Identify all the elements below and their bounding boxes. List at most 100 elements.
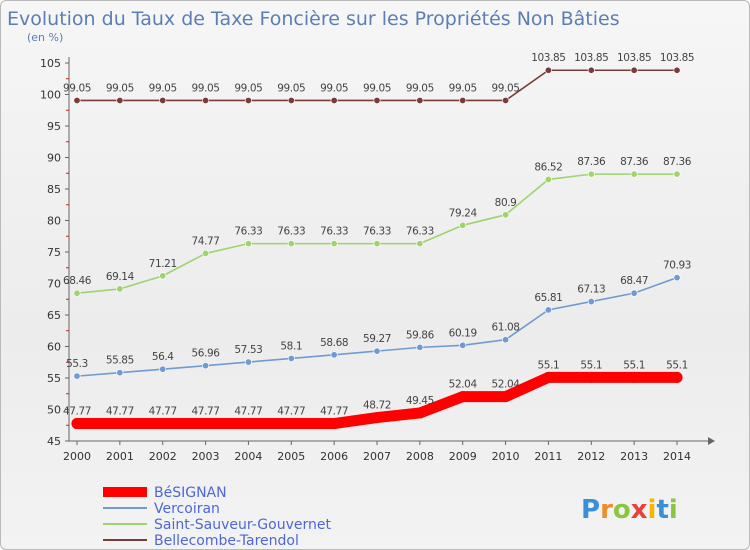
x-axis-arrow: [708, 437, 715, 445]
series-1-point: [159, 365, 167, 373]
series-3-data-label: 103.85: [617, 52, 651, 64]
series-2-point: [244, 240, 252, 248]
series-0-data-label: 48.72: [363, 400, 391, 412]
data-labels-layer: 99.05 99.05 99.05 99.05 99.05 99.05 99.05 99.05…: [63, 52, 695, 418]
series-3-point: [459, 96, 467, 104]
series-3-point: [244, 96, 252, 104]
series-1-point: [202, 362, 210, 370]
x-tick-label: 2008: [406, 450, 434, 463]
y-tick-label: 85: [47, 183, 61, 196]
series-1-data-label: 55.85: [106, 355, 134, 367]
series-2-point: [330, 240, 338, 248]
series-1-data-label: 55.3: [66, 358, 88, 370]
series-3-data-label: 99.05: [149, 82, 177, 94]
series-3-point: [73, 96, 81, 104]
series-0-point: [200, 418, 212, 430]
series-layer: [71, 66, 683, 430]
series-2-data-label: 76.33: [406, 226, 434, 238]
legend-label-3: Bellecombe-Tarendol: [154, 533, 299, 549]
series-1-data-label: 56.96: [192, 348, 221, 360]
y-tick-label: 45: [47, 435, 61, 448]
series-0-point: [671, 371, 683, 383]
series-0-point: [585, 371, 597, 383]
series-1-point: [544, 306, 552, 314]
logo-letter: x: [631, 495, 648, 525]
x-tick-label: 2010: [492, 450, 520, 463]
x-tick-label: 2014: [663, 450, 691, 463]
series-1-data-label: 56.4: [152, 351, 174, 363]
series-2-point: [416, 240, 424, 248]
series-1-point: [502, 336, 510, 344]
series-0-point: [157, 418, 169, 430]
series-1-data-label: 61.08: [492, 322, 520, 334]
series-2-data-label: 68.46: [63, 275, 92, 287]
x-tick-label: 2000: [63, 450, 91, 463]
series-2-data-label: 87.36: [577, 156, 606, 168]
series-1-point: [287, 354, 295, 362]
x-tick-label: 2004: [234, 450, 262, 463]
series-2-point: [116, 285, 124, 293]
series-1-data-label: 57.53: [234, 344, 262, 356]
series-0-data-label: 47.77: [320, 406, 348, 418]
series-0-point: [71, 418, 83, 430]
series-3-point: [116, 96, 124, 104]
series-3-data-label: 99.05: [492, 82, 520, 94]
series-2-data-label: 76.33: [277, 226, 305, 238]
series-3-point: [287, 96, 295, 104]
y-tick-label: 60: [47, 341, 61, 354]
series-2-data-label: 76.33: [234, 226, 262, 238]
series-3-data-label: 99.05: [192, 82, 220, 94]
series-2-data-label: 79.24: [449, 207, 478, 219]
x-tick-label: 2003: [192, 450, 220, 463]
y-tick-label: 75: [47, 246, 61, 259]
series-0-point: [500, 391, 512, 403]
series-3-data-label: 99.05: [234, 82, 262, 94]
proxiti-logo: Proxiti: [581, 495, 678, 525]
series-0-point: [371, 412, 383, 424]
legend-label-1: Vercoiran: [154, 501, 220, 517]
y-tick-label: 95: [47, 120, 61, 133]
series-2-point: [287, 240, 295, 248]
series-0-data-label: 55.1: [666, 359, 688, 371]
series-3-point: [673, 66, 681, 74]
proxiti-logo-text: Proxiti: [581, 495, 678, 525]
series-1-data-label: 59.27: [363, 333, 391, 345]
x-tick-label: 2002: [149, 450, 177, 463]
x-tick-label: 2001: [106, 450, 134, 463]
series-1-data-label: 58.68: [320, 337, 348, 349]
series-1-data-label: 70.93: [663, 260, 691, 272]
series-2-data-label: 74.77: [192, 235, 220, 247]
series-1-point: [244, 358, 252, 366]
series-0-point: [414, 407, 426, 419]
series-1-point: [373, 347, 381, 355]
series-3-data-label: 99.05: [406, 82, 434, 94]
series-2-data-label: 80.9: [495, 197, 517, 209]
series-3-point: [416, 96, 424, 104]
series-2-data-label: 87.36: [663, 156, 692, 168]
x-tick-label: 2013: [620, 450, 648, 463]
series-2-data-label: 86.52: [534, 161, 562, 173]
series-2-point: [673, 170, 681, 178]
series-1-data-label: 67.13: [577, 284, 605, 296]
series-2-data-label: 76.33: [320, 226, 348, 238]
series-3-data-label: 99.05: [106, 82, 134, 94]
series-0-data-label: 47.77: [277, 406, 305, 418]
series-0-data-label: 55.1: [538, 359, 560, 371]
series-2-point: [202, 249, 210, 257]
logo-letter: i: [669, 495, 678, 525]
chart-unit: (en %): [27, 31, 63, 44]
series-3-data-label: 99.05: [277, 82, 305, 94]
x-tick-label: 2006: [320, 450, 348, 463]
series-2-point: [73, 289, 81, 297]
series-0-data-label: 52.04: [449, 379, 478, 391]
series-3-data-label: 103.85: [660, 52, 694, 64]
series-3-point: [373, 96, 381, 104]
y-tick-label: 55: [47, 372, 61, 385]
series-0-data-label: 47.77: [192, 406, 220, 418]
x-tick-label: 2005: [277, 450, 305, 463]
logo-letter: t: [656, 495, 668, 525]
series-1-point: [459, 341, 467, 349]
x-tick-label: 2011: [534, 450, 562, 463]
